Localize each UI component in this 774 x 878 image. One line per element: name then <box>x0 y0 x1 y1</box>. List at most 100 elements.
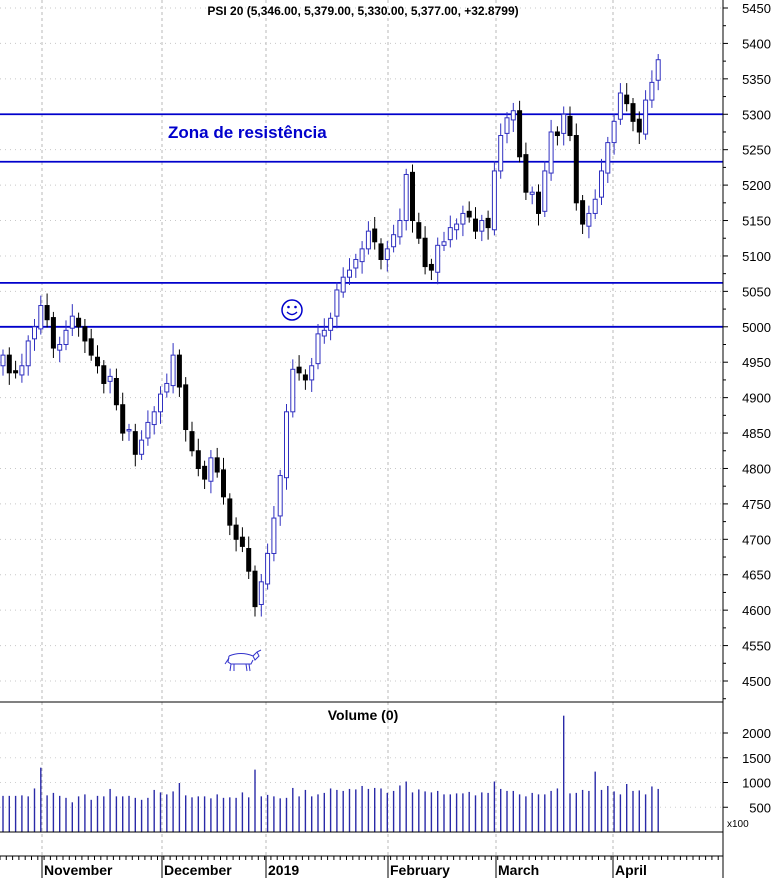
candle-body-up <box>265 552 271 585</box>
candle-body-up <box>284 411 289 479</box>
price-tick-label: 5150 <box>742 214 771 229</box>
month-label: April <box>615 862 647 878</box>
candle-body-down <box>176 354 182 388</box>
price-tick-label: 5450 <box>742 1 771 16</box>
resistance-zone-label: Zona de resistência <box>168 123 327 142</box>
candle-body-up <box>139 439 145 455</box>
candle <box>252 565 258 617</box>
month-label: November <box>44 862 113 878</box>
candle <box>120 392 126 441</box>
candle <box>113 368 119 411</box>
candle-body-down <box>113 378 119 406</box>
candle-body-up <box>479 220 485 232</box>
candle <box>655 54 661 91</box>
candle <box>145 410 151 446</box>
candle-body-down <box>372 228 378 243</box>
candles <box>0 54 661 617</box>
month-label: December <box>164 862 232 878</box>
candle <box>176 349 182 397</box>
candle <box>50 311 56 358</box>
candle <box>170 343 176 394</box>
volume-bars <box>2 715 659 832</box>
volume-tick-label: 1500 <box>742 751 771 766</box>
candle <box>611 113 617 155</box>
candle-body-up <box>38 305 44 330</box>
axes <box>0 0 724 878</box>
candle-body-up <box>504 117 510 134</box>
candle <box>599 158 604 205</box>
candle-body-up <box>290 368 296 413</box>
price-tick-label: 4950 <box>742 355 771 370</box>
candle <box>82 318 88 354</box>
candle <box>466 201 472 223</box>
price-tick-label: 5250 <box>742 143 771 158</box>
candle-body-down <box>227 498 233 526</box>
candle-body-down <box>233 524 239 540</box>
candle-body-down <box>636 118 642 133</box>
volume-unit: x100 <box>727 819 749 830</box>
candle-body-down <box>44 305 50 321</box>
volume-tick-label: 1000 <box>742 776 771 791</box>
candle-body-up <box>391 234 397 248</box>
candle <box>328 312 334 341</box>
candle-body-down <box>410 171 415 222</box>
candle-body-down <box>76 317 82 328</box>
candle-body-down <box>523 154 529 193</box>
candle-body-up <box>643 99 649 135</box>
candle-body-up <box>460 212 466 225</box>
candle <box>132 423 138 467</box>
candle <box>214 447 220 478</box>
candle <box>302 369 308 390</box>
candle <box>548 119 554 181</box>
price-axis-ticks: 5450 5400 5350 5300 5250 5200 5150 5100 5050 5000… <box>723 1 771 700</box>
candle <box>290 359 296 418</box>
candle <box>95 345 100 374</box>
candle <box>636 111 642 145</box>
candle-body-up <box>353 258 359 269</box>
price-tick-label: 5300 <box>742 107 771 122</box>
price-tick-label: 5350 <box>742 72 771 87</box>
candle <box>265 543 271 590</box>
candle <box>649 70 655 108</box>
candle <box>403 168 409 231</box>
candle-body-down <box>630 103 636 122</box>
candle-body-up <box>605 142 611 174</box>
candle <box>592 189 598 220</box>
candle-body-down <box>296 366 302 374</box>
candle <box>296 355 302 381</box>
candle-body-up <box>454 223 460 231</box>
candle <box>158 386 163 424</box>
candle-body-down <box>239 536 245 547</box>
candle-body-down <box>466 210 472 218</box>
resistance-lines <box>0 113 723 328</box>
candle <box>630 97 636 132</box>
smiley-icon <box>281 299 303 321</box>
candle <box>284 404 289 490</box>
candle <box>391 224 397 253</box>
candle-body-up <box>365 230 371 250</box>
candle-body-up <box>548 131 554 174</box>
candle-body-up <box>403 173 409 222</box>
candle-body-down <box>101 365 107 384</box>
candle <box>309 357 315 392</box>
candle-body-down <box>302 374 308 381</box>
candle-body-up <box>491 170 497 231</box>
bull-icon <box>224 649 262 672</box>
candle-body-down <box>473 218 478 232</box>
candle-body-down <box>624 94 630 105</box>
candle-body-down <box>214 457 220 473</box>
candle-body-up <box>611 120 617 144</box>
candle <box>542 161 548 217</box>
candle-body-up <box>158 393 163 413</box>
candle <box>586 205 592 239</box>
candle <box>0 349 6 376</box>
candle <box>44 293 50 328</box>
candle <box>76 312 82 337</box>
candle-body-down <box>416 222 422 239</box>
candle <box>277 469 283 526</box>
price-tick-label: 5400 <box>742 36 771 51</box>
candle-body-up <box>441 241 447 246</box>
candle-body-down <box>485 217 491 229</box>
candle <box>246 536 252 579</box>
